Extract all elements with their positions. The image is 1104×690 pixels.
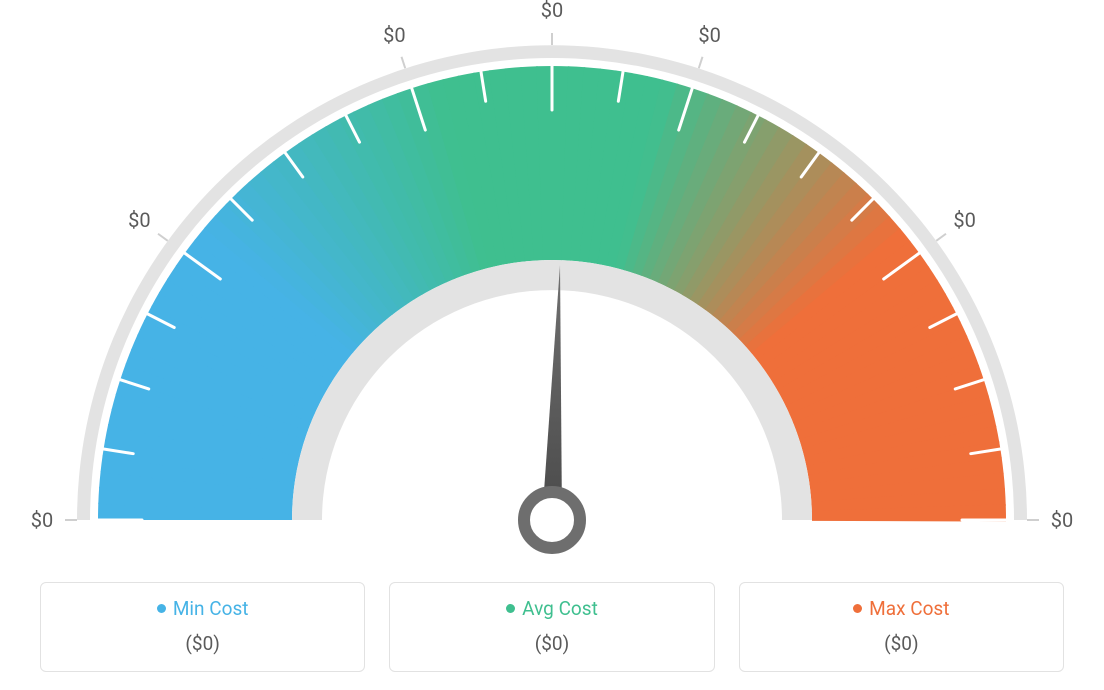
legend-card-avg: Avg Cost ($0) [389,582,714,672]
gauge-tick-label: $0 [1051,508,1073,532]
legend-value-max: ($0) [752,632,1051,655]
legend-label-min: Min Cost [173,597,249,620]
legend-row: Min Cost ($0) Avg Cost ($0) Max Cost ($0… [40,582,1064,672]
gauge-tick-label: $0 [128,208,150,232]
gauge-area: $0 $0 $0 $0 $0 $0 $0 [0,0,1104,560]
legend-label-max: Max Cost [869,597,949,620]
legend-dot-min [157,604,166,613]
gauge-chart [0,0,1104,560]
legend-card-min: Min Cost ($0) [40,582,365,672]
gauge-tick-label: $0 [953,208,975,232]
gauge-tick-label: $0 [541,0,563,22]
legend-title-max: Max Cost [752,597,1051,620]
legend-value-min: ($0) [53,632,352,655]
legend-label-avg: Avg Cost [522,597,598,620]
legend-title-avg: Avg Cost [402,597,701,620]
gauge-tick-label: $0 [383,23,405,47]
gauge-tick-label: $0 [31,508,53,532]
legend-title-min: Min Cost [53,597,352,620]
cost-gauge-container: $0 $0 $0 $0 $0 $0 $0 Min Cost ($0) Avg Cost ($… [0,0,1104,690]
legend-dot-max [853,604,862,613]
legend-card-max: Max Cost ($0) [739,582,1064,672]
gauge-tick-label: $0 [698,23,720,47]
legend-value-avg: ($0) [402,632,701,655]
legend-dot-avg [506,604,515,613]
